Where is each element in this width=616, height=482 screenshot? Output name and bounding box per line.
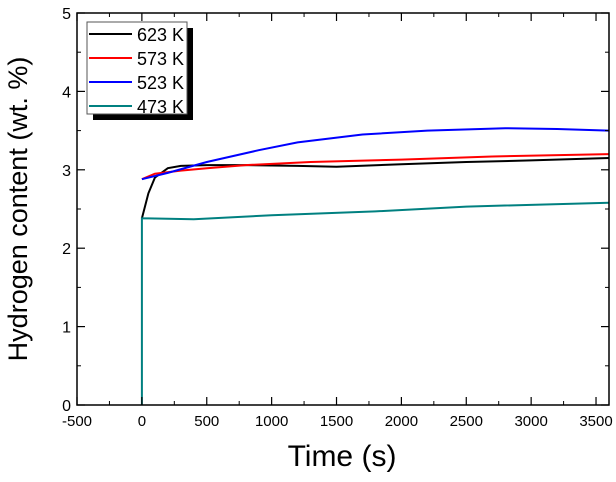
y-tick-label: 2 (62, 241, 71, 258)
legend-label: 523 K (137, 73, 184, 93)
y-tick-label: 1 (62, 320, 71, 337)
x-tick-label: 500 (194, 413, 219, 430)
series-line-573K (141, 153, 610, 181)
series-line-523K (141, 127, 610, 181)
x-tick-label: 1000 (255, 413, 288, 430)
x-tick-label: 2500 (450, 413, 483, 430)
y-axis-label: Hydrogen content (wt. %) (3, 57, 33, 362)
legend-box (86, 21, 188, 115)
y-tick-label: 0 (62, 398, 71, 415)
x-axis-label: Time (s) (288, 440, 397, 473)
x-tick-label: -500 (62, 413, 92, 430)
legend-label: 573 K (137, 49, 184, 69)
x-tick-label: 2000 (385, 413, 418, 430)
legend-label: 623 K (137, 25, 184, 45)
x-tick-label: 0 (138, 413, 146, 430)
legend: 623 K 573 K 523 K 473 K (86, 21, 193, 120)
x-tick-label: 3500 (579, 413, 612, 430)
y-tick-label: 3 (62, 163, 71, 180)
legend-label: 473 K (137, 97, 184, 117)
x-tick-label: 1500 (320, 413, 353, 430)
y-tick-label: 5 (62, 6, 71, 23)
y-tick-label: 4 (62, 84, 71, 101)
x-tick-label: 3000 (514, 413, 547, 430)
series-line-473K (140, 201, 610, 405)
